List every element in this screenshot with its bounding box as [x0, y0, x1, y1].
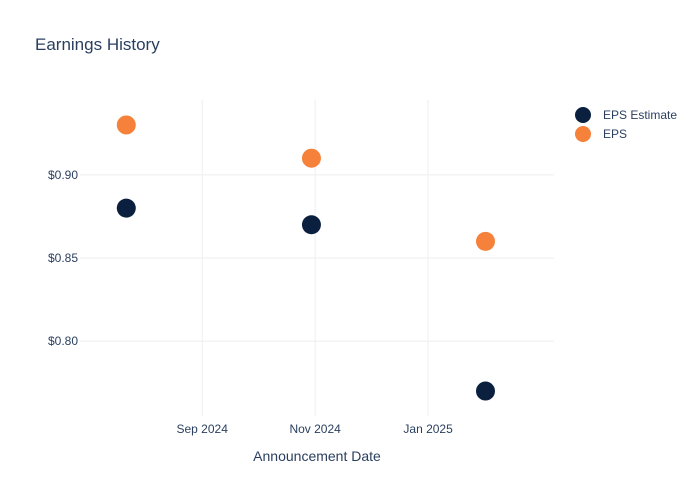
x-tick-label: Sep 2024 — [177, 422, 229, 436]
eps-point[interactable] — [475, 231, 495, 251]
x-axis-ticks: Sep 2024 Nov 2024 Jan 2025 — [177, 422, 454, 436]
y-axis-ticks: $0.80 $0.85 $0.90 — [48, 168, 78, 348]
data-points — [116, 115, 495, 401]
legend-item-eps[interactable]: EPS — [575, 126, 627, 142]
eps-estimate-point[interactable] — [475, 381, 495, 401]
legend[interactable]: EPS Estimate EPS — [575, 107, 677, 142]
eps-estimate-point[interactable] — [116, 198, 136, 218]
legend-marker-eps — [575, 126, 591, 142]
y-tick-label: $0.80 — [48, 334, 78, 348]
x-tick-label: Jan 2025 — [403, 422, 453, 436]
grid-layer — [80, 100, 554, 416]
eps-point[interactable] — [301, 148, 321, 168]
legend-label-eps-estimate: EPS Estimate — [603, 108, 677, 122]
y-tick-label: $0.90 — [48, 168, 78, 182]
x-axis-title: Announcement Date — [253, 448, 381, 464]
legend-label-eps: EPS — [603, 127, 627, 141]
y-tick-label: $0.85 — [48, 251, 78, 265]
eps-estimate-point[interactable] — [301, 215, 321, 235]
chart-title: Earnings History — [35, 35, 160, 54]
legend-marker-eps-estimate — [575, 107, 591, 123]
legend-item-eps-estimate[interactable]: EPS Estimate — [575, 107, 677, 123]
x-tick-label: Nov 2024 — [289, 422, 341, 436]
eps-point[interactable] — [116, 115, 136, 135]
